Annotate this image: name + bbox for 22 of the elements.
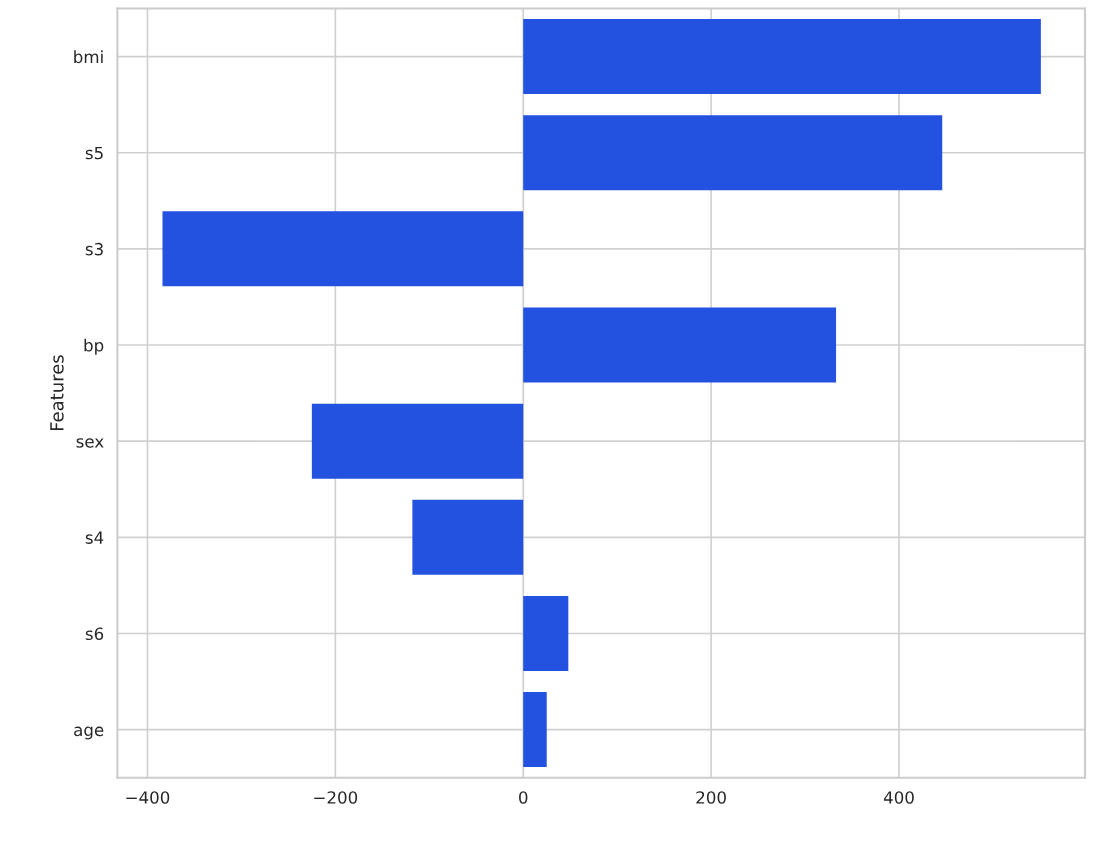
bar bbox=[523, 115, 943, 191]
x-tick-label: 400 bbox=[883, 791, 914, 804]
x-tick-label: −200 bbox=[314, 791, 358, 804]
bar bbox=[523, 595, 569, 671]
x-tick-label: −400 bbox=[126, 791, 170, 804]
bar bbox=[523, 19, 1041, 95]
bar bbox=[523, 692, 547, 768]
x-tick-label: 200 bbox=[696, 791, 726, 804]
y-tick-label: bp bbox=[84, 338, 104, 355]
x-tick-label: 0 bbox=[519, 791, 528, 804]
y-tick-label: s6 bbox=[85, 627, 104, 641]
y-tick-label: age bbox=[74, 726, 104, 740]
y-tick-label: sex bbox=[76, 438, 104, 448]
y-tick-label: bmi bbox=[74, 50, 103, 64]
y-tick-label: s5 bbox=[85, 146, 103, 160]
bar bbox=[162, 211, 524, 287]
bar bbox=[412, 499, 524, 575]
y-tick-label: s4 bbox=[85, 531, 104, 544]
bar bbox=[523, 307, 837, 383]
y-tick-label: s3 bbox=[85, 242, 103, 256]
bar bbox=[311, 403, 524, 479]
y-axis-title: Features bbox=[50, 355, 64, 431]
